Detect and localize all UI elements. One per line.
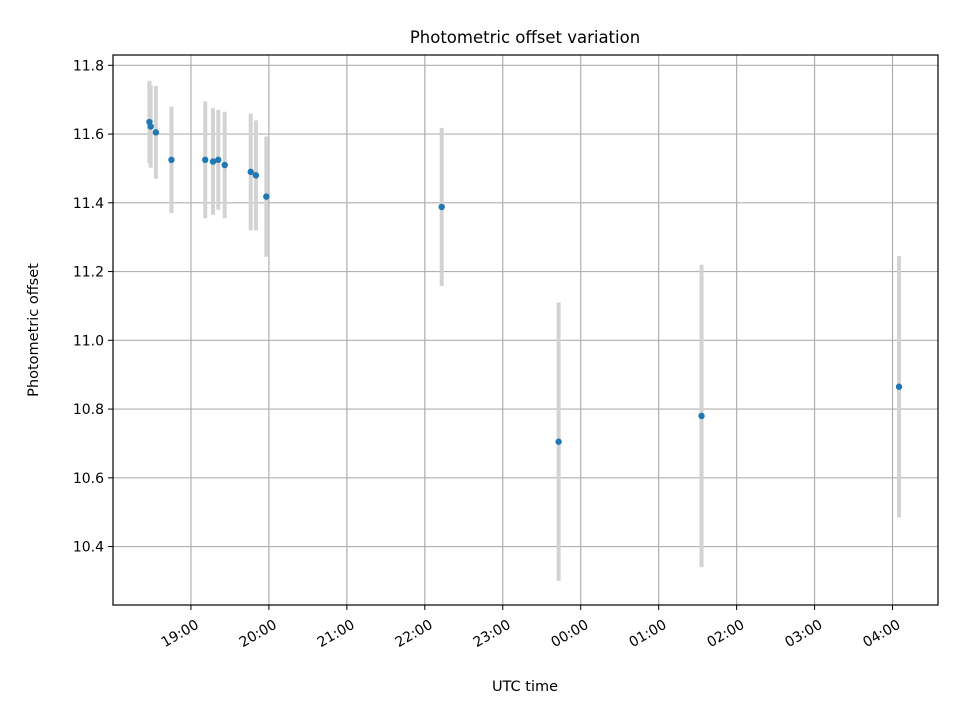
y-tick-label: 11.4: [73, 196, 104, 212]
plot-frame: [112, 54, 939, 606]
data-point: [209, 158, 217, 165]
y-tick-label: 11.0: [73, 333, 104, 349]
y-tick-label: 11.2: [73, 265, 104, 281]
data-point: [221, 161, 228, 169]
data-point: [202, 156, 209, 164]
data-point: [168, 156, 175, 164]
x-axis-label: UTC time: [492, 679, 558, 695]
data-point: [215, 156, 222, 164]
grid-lines: [113, 55, 938, 605]
data-point: [555, 438, 562, 445]
y-tick-label: 10.6: [73, 471, 104, 487]
data-point: [147, 123, 154, 130]
y-tick-label: 11.8: [73, 58, 104, 74]
y-axis-label: Photometric offset: [26, 263, 42, 397]
data-point: [252, 172, 260, 179]
y-tick-label: 10.4: [73, 540, 104, 556]
data-point: [895, 383, 903, 390]
y-tick-label: 10.8: [73, 402, 104, 418]
y-axis-ticks: 10.4 10.6 10.8 11.0 11.2 11.4 11.6 11.8: [73, 58, 113, 556]
data-point: [698, 412, 705, 420]
data-point: [438, 203, 445, 211]
y-tick-label: 11.6: [73, 127, 104, 143]
chart-title: Photometric offset variation: [410, 28, 640, 47]
data-points: [146, 118, 903, 445]
data-point: [263, 193, 270, 200]
data-point: [152, 129, 160, 136]
data-point: [247, 168, 254, 176]
